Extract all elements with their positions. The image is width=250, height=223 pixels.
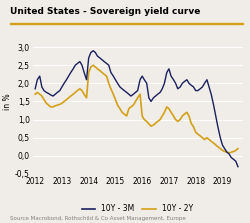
- Text: United States - Sovereign yield curve: United States - Sovereign yield curve: [10, 7, 200, 16]
- Text: Source Macrobond, Rothschild & Co Asset Management, Europe: Source Macrobond, Rothschild & Co Asset …: [10, 216, 186, 221]
- Y-axis label: in %: in %: [3, 93, 12, 110]
- Legend: 10Y - 3M, 10Y - 2Y: 10Y - 3M, 10Y - 2Y: [78, 201, 196, 217]
